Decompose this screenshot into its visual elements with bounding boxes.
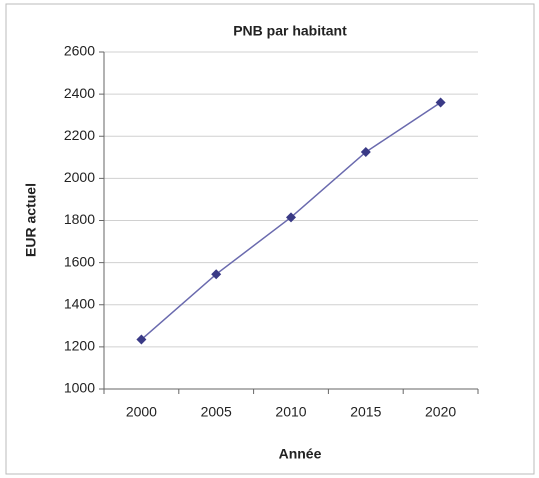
y-tick-label: 1000 bbox=[64, 380, 95, 396]
x-tick-label: 2000 bbox=[126, 404, 157, 420]
marker bbox=[211, 269, 222, 280]
y-tick-label: 1600 bbox=[64, 253, 95, 269]
marker bbox=[136, 334, 147, 345]
x-tick-label: 2020 bbox=[425, 404, 456, 420]
chart-frame bbox=[5, 3, 535, 475]
y-tick-label: 1800 bbox=[64, 211, 95, 227]
y-tick-label: 2600 bbox=[64, 43, 95, 59]
y-tick-label: 2400 bbox=[64, 85, 95, 101]
y-axis-label: EUR actuel bbox=[23, 183, 39, 257]
x-tick-label: 2010 bbox=[275, 404, 306, 420]
chart-title: PNB par habitant bbox=[233, 23, 347, 39]
marker bbox=[286, 212, 296, 223]
x-tick-label: 2015 bbox=[350, 404, 381, 420]
y-tick-label: 1400 bbox=[64, 295, 95, 311]
marker bbox=[360, 147, 371, 158]
x-axis-label: Année bbox=[279, 446, 322, 462]
y-tick-label: 2000 bbox=[64, 169, 95, 185]
marker bbox=[435, 97, 446, 108]
y-tick-label: 1200 bbox=[64, 338, 95, 354]
x-tick-label: 2005 bbox=[201, 404, 232, 420]
y-tick-label: 2200 bbox=[64, 127, 95, 143]
